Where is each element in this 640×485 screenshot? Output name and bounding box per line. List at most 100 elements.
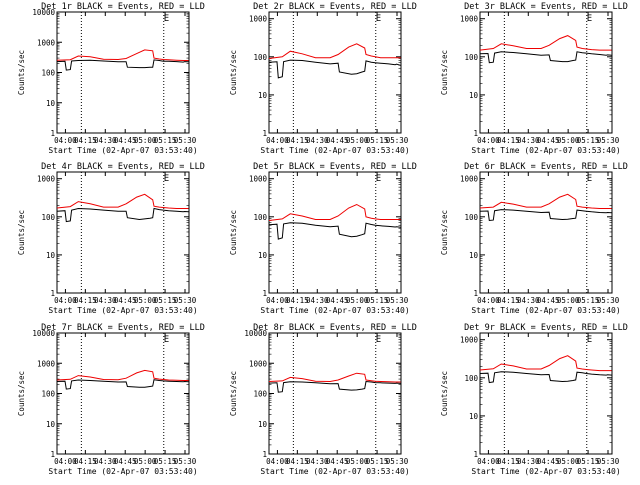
x-tick-label: 05:00 — [557, 136, 580, 145]
x-tick-label: 05:30 — [174, 136, 197, 145]
y-tick-label: 10 — [46, 251, 56, 260]
y-tick-label: 1 — [262, 289, 267, 298]
y-tick-label: 1 — [50, 129, 55, 138]
x-tick-label: 05:30 — [386, 457, 409, 466]
x-tick-label: 05:00 — [134, 457, 157, 466]
x-tick-label: 05:30 — [174, 457, 197, 466]
x-tick-label: 05:00 — [346, 296, 369, 305]
y-tick-label: 100 — [41, 390, 55, 399]
y-tick-label: 1000 — [460, 175, 479, 184]
x-tick-label: 05:00 — [557, 457, 580, 466]
y-axis-label: Counts/sec — [440, 371, 449, 416]
x-tick-label: 04:00 — [477, 136, 500, 145]
x-tick-label: 04:30 — [94, 457, 117, 466]
y-tick-label: 10 — [469, 412, 479, 421]
events-series-line — [56, 207, 189, 223]
events-series-line — [56, 379, 189, 390]
y-tick-label: 1000 — [249, 175, 268, 184]
y-tick-label: 1 — [50, 289, 55, 298]
plot-frame — [268, 171, 402, 294]
y-tick-label: 100 — [253, 213, 267, 222]
y-axis-label: Counts/sec — [229, 50, 238, 95]
x-tick-label: 04:30 — [94, 296, 117, 305]
event-marker-label: E — [587, 14, 592, 24]
x-tick-label: 04:30 — [306, 457, 329, 466]
y-axis-label: Counts/sec — [229, 210, 238, 255]
detector-plot: Det 6r BLACK = Events, RED = LLDE04:0004… — [440, 162, 628, 315]
y-tick-label: 10 — [258, 91, 268, 100]
x-tick-label: 04:30 — [306, 136, 329, 145]
x-tick-label: 05:30 — [386, 136, 409, 145]
y-tick-label: 1000 — [37, 38, 56, 47]
x-tick-label: 04:00 — [477, 296, 500, 305]
events-series-line — [479, 51, 612, 64]
x-tick-label: 04:00 — [54, 136, 77, 145]
x-tick-label: 04:45 — [326, 457, 349, 466]
y-tick-label: 1000 — [249, 15, 268, 24]
x-tick-label: 04:15 — [497, 296, 520, 305]
x-tick-label: 05:00 — [346, 457, 369, 466]
y-axis-label: Counts/sec — [17, 210, 26, 255]
y-tick-label: 10000 — [244, 329, 267, 338]
y-axis-label: Counts/sec — [229, 371, 238, 416]
y-tick-label: 1000 — [37, 175, 56, 184]
y-tick-label: 1 — [473, 450, 478, 459]
x-axis-label: Start Time (02-Apr-07 03:53:40) — [48, 146, 197, 155]
x-tick-label: 05:15 — [154, 296, 177, 305]
x-tick-label: 04:45 — [537, 136, 560, 145]
y-tick-label: 100 — [464, 53, 478, 62]
x-tick-label: 04:15 — [286, 136, 309, 145]
x-tick-label: 04:45 — [114, 136, 137, 145]
x-tick-label: 04:30 — [517, 136, 540, 145]
event-marker-label: E — [376, 335, 381, 345]
y-axis-label: Counts/sec — [440, 210, 449, 255]
lld-series-line — [56, 193, 189, 209]
plot-title: Det 7r BLACK = Events, RED = LLD — [41, 323, 205, 333]
x-tick-label: 04:00 — [266, 457, 289, 466]
y-tick-label: 1000 — [249, 359, 268, 368]
lld-series-line — [479, 355, 612, 372]
y-axis-label: Counts/sec — [17, 50, 26, 95]
plot-frame — [479, 332, 613, 455]
y-tick-label: 1000 — [460, 336, 479, 345]
detector-plot: Det 4r BLACK = Events, RED = LLDE04:0004… — [17, 162, 205, 315]
x-tick-label: 04:00 — [477, 457, 500, 466]
plot-frame — [56, 171, 190, 294]
x-tick-label: 04:30 — [94, 136, 117, 145]
x-tick-label: 04:00 — [54, 296, 77, 305]
event-marker-label: E — [376, 174, 381, 184]
x-tick-label: 04:45 — [114, 296, 137, 305]
x-tick-label: 05:30 — [597, 457, 620, 466]
x-axis-label: Start Time (02-Apr-07 03:53:40) — [260, 467, 409, 476]
plot-frame — [268, 11, 402, 134]
y-tick-label: 1000 — [460, 15, 479, 24]
x-axis-label: Start Time (02-Apr-07 03:53:40) — [48, 306, 197, 315]
events-series-line — [268, 380, 401, 393]
lld-series-line — [479, 35, 612, 51]
x-axis-label: Start Time (02-Apr-07 03:53:40) — [471, 146, 620, 155]
plot-title: Det 3r BLACK = Events, RED = LLD — [464, 2, 628, 12]
x-tick-label: 04:15 — [497, 136, 520, 145]
y-tick-label: 100 — [253, 390, 267, 399]
y-tick-label: 10 — [469, 251, 479, 260]
detector-plot: Det 9r BLACK = Events, RED = LLDE04:0004… — [440, 323, 628, 476]
detector-plot: Det 8r BLACK = Events, RED = LLD E 04:00 04… — [229, 323, 417, 476]
y-tick-label: 1 — [473, 129, 478, 138]
x-tick-label: 04:45 — [326, 136, 349, 145]
x-tick-label: 04:00 — [266, 296, 289, 305]
detector-plot: Det 5r BLACK = Events, RED = LLDE04:0004… — [229, 162, 417, 315]
x-tick-label: 05:00 — [557, 296, 580, 305]
event-marker-label: E — [164, 174, 169, 184]
x-tick-label: 05:15 — [577, 457, 600, 466]
plot-title: Det 8r BLACK = Events, RED = LLD — [253, 323, 417, 333]
plot-frame — [479, 11, 613, 134]
y-tick-label: 10000 — [32, 8, 55, 17]
y-tick-label: 10 — [258, 420, 268, 429]
x-tick-label: 05:00 — [134, 296, 157, 305]
plot-title: Det 2r BLACK = Events, RED = LLD — [253, 2, 417, 12]
lld-series-line — [268, 43, 401, 59]
y-tick-label: 10000 — [32, 329, 55, 338]
